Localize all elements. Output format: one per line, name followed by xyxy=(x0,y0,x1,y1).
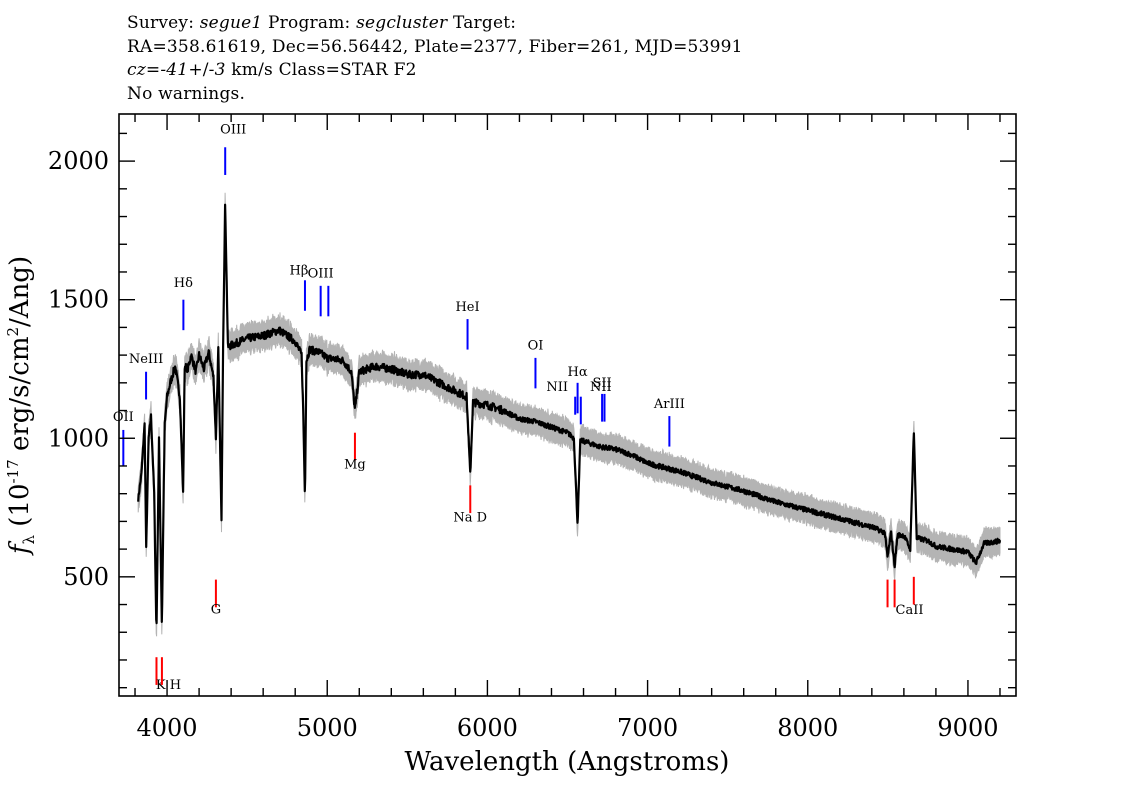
y-axis-title: fλ (10-17 erg/s/cm2/Ang) xyxy=(4,256,38,556)
x-tick-label: 7000 xyxy=(617,714,678,742)
y-tick-label: 2000 xyxy=(48,147,109,175)
y-axis-title-group: fλ (10-17 erg/s/cm2/Ang) xyxy=(4,256,38,556)
x-tick-label: 9000 xyxy=(937,714,998,742)
emission-line-label: ArIII xyxy=(653,397,685,412)
program-label: Program: xyxy=(268,13,351,33)
emission-line-label: SII xyxy=(593,376,612,391)
emission-line-label: OIII xyxy=(220,122,246,137)
y-tick-label: 1500 xyxy=(48,286,109,314)
survey-value: segue1 xyxy=(199,13,263,33)
emission-line-label: Hβ xyxy=(290,264,309,279)
x-tick-label: 8000 xyxy=(777,714,838,742)
cz-plusminus: +/- xyxy=(188,60,215,80)
x-tick-labels: 4000 5000 6000 7000 8000 9000 xyxy=(137,714,999,742)
header-line-4: No warnings. xyxy=(127,83,246,104)
axis-ticks xyxy=(119,114,1016,696)
emission-line-label: OII xyxy=(113,410,134,425)
x-tick-label: 5000 xyxy=(297,714,358,742)
class-text: Class=STAR F2 xyxy=(278,60,417,80)
x-tick-label: 4000 xyxy=(137,714,198,742)
plot-frame xyxy=(118,113,1017,697)
absorption-line-label: G xyxy=(211,602,221,617)
y-axis-title-part: -17 xyxy=(4,459,22,483)
emission-line-label: HeI xyxy=(455,300,479,315)
absorption-line-label: CaII xyxy=(896,603,924,618)
emission-line-label: NII xyxy=(546,380,568,395)
absorption-line-label: Na D xyxy=(453,510,487,525)
cz-value: -41 xyxy=(160,60,189,80)
survey-label: Survey: xyxy=(127,13,195,33)
y-tick-labels: 500 1000 1500 2000 xyxy=(48,147,109,591)
y-axis-title-part: 2 xyxy=(4,327,22,337)
y-axis-title-part: λ xyxy=(20,534,38,544)
y-axis-title-part: /Ang) xyxy=(5,256,35,327)
emission-line-label: Hδ xyxy=(174,276,193,291)
cz-label: cz= xyxy=(127,60,161,80)
emission-line-label: NII xyxy=(590,380,612,395)
y-axis-title-part: erg/s/cm xyxy=(5,337,35,460)
flux-line xyxy=(137,203,1002,625)
error-band xyxy=(137,192,1001,637)
absorption-line-label: Mg xyxy=(344,458,366,473)
x-tick-label: 6000 xyxy=(457,714,518,742)
emission-line-label: OIII xyxy=(308,267,334,282)
program-value: segcluster xyxy=(356,13,448,33)
emission-line-label: NeIII xyxy=(129,352,163,367)
emission-line-label: Hα xyxy=(568,365,588,380)
cz-unit: km/s xyxy=(231,60,273,80)
spectrum-layer xyxy=(137,192,1002,637)
emission-line-label: OI xyxy=(528,339,544,354)
spectrum-header: Survey: segue1 Program: segcluster Targe… xyxy=(127,12,743,106)
y-axis-title-part: (10 xyxy=(5,483,35,535)
x-axis-title: Wavelength (Angstroms) xyxy=(405,747,730,777)
target-label: Target: xyxy=(453,13,517,33)
header-line-1: Survey: segue1 Program: segcluster Targe… xyxy=(127,12,743,36)
absorption-line-label: K H xyxy=(156,678,181,693)
header-line-2: RA=358.61619, Dec=56.56442, Plate=2377, … xyxy=(127,36,743,57)
y-tick-label: 1000 xyxy=(48,424,109,452)
y-tick-label: 500 xyxy=(63,563,109,591)
header-line-3: cz=-41+/-3 km/s Class=STAR F2 xyxy=(127,59,743,83)
cz-error: 3 xyxy=(214,60,226,80)
